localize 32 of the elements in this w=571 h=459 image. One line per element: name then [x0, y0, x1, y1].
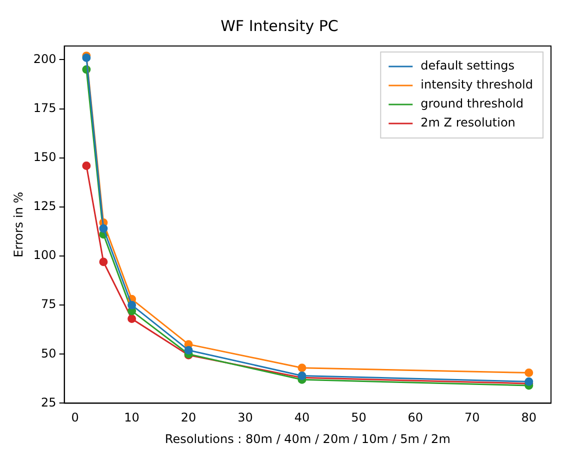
y-tick-label: 50	[41, 346, 56, 360]
y-tick-label: 150	[33, 150, 56, 164]
x-tick-label: 20	[180, 410, 196, 425]
legend-label: ground threshold	[420, 96, 524, 111]
x-tick-label: 10	[124, 410, 140, 425]
point	[128, 314, 136, 324]
y-tick-label: 100	[33, 248, 56, 262]
y-tick-label: 25	[41, 395, 56, 410]
point	[298, 364, 306, 372]
point	[99, 224, 108, 233]
x-tick-label: 30	[238, 410, 253, 425]
y-axis-title: Errors in %	[11, 192, 26, 258]
y-tick-label: 125	[33, 199, 56, 214]
legend-label: intensity threshold	[420, 78, 534, 92]
x-tick-label: 0	[71, 410, 79, 425]
point	[184, 346, 193, 354]
legend-label: 2m Z resolution	[420, 116, 516, 130]
x-tick-label: 80	[521, 410, 537, 425]
y-tick-label: 75	[41, 297, 56, 312]
point	[128, 300, 136, 310]
y-tick-label: 200	[33, 52, 56, 66]
point	[82, 161, 91, 170]
y-tick-label: 175	[33, 100, 56, 115]
x-tick-label: 60	[408, 410, 424, 425]
chart-title: WF Intensity PC	[220, 16, 338, 35]
x-tick-label: 50	[351, 410, 366, 425]
point	[99, 258, 108, 266]
legend-label: default settings	[420, 58, 515, 73]
x-tick-label: 40	[294, 410, 310, 425]
x-axis-title: Resolutions : 80m / 40m / 20m / 10m / 5m / 2m	[164, 432, 450, 446]
x-tick-label: 70	[464, 410, 480, 425]
point	[524, 368, 534, 378]
